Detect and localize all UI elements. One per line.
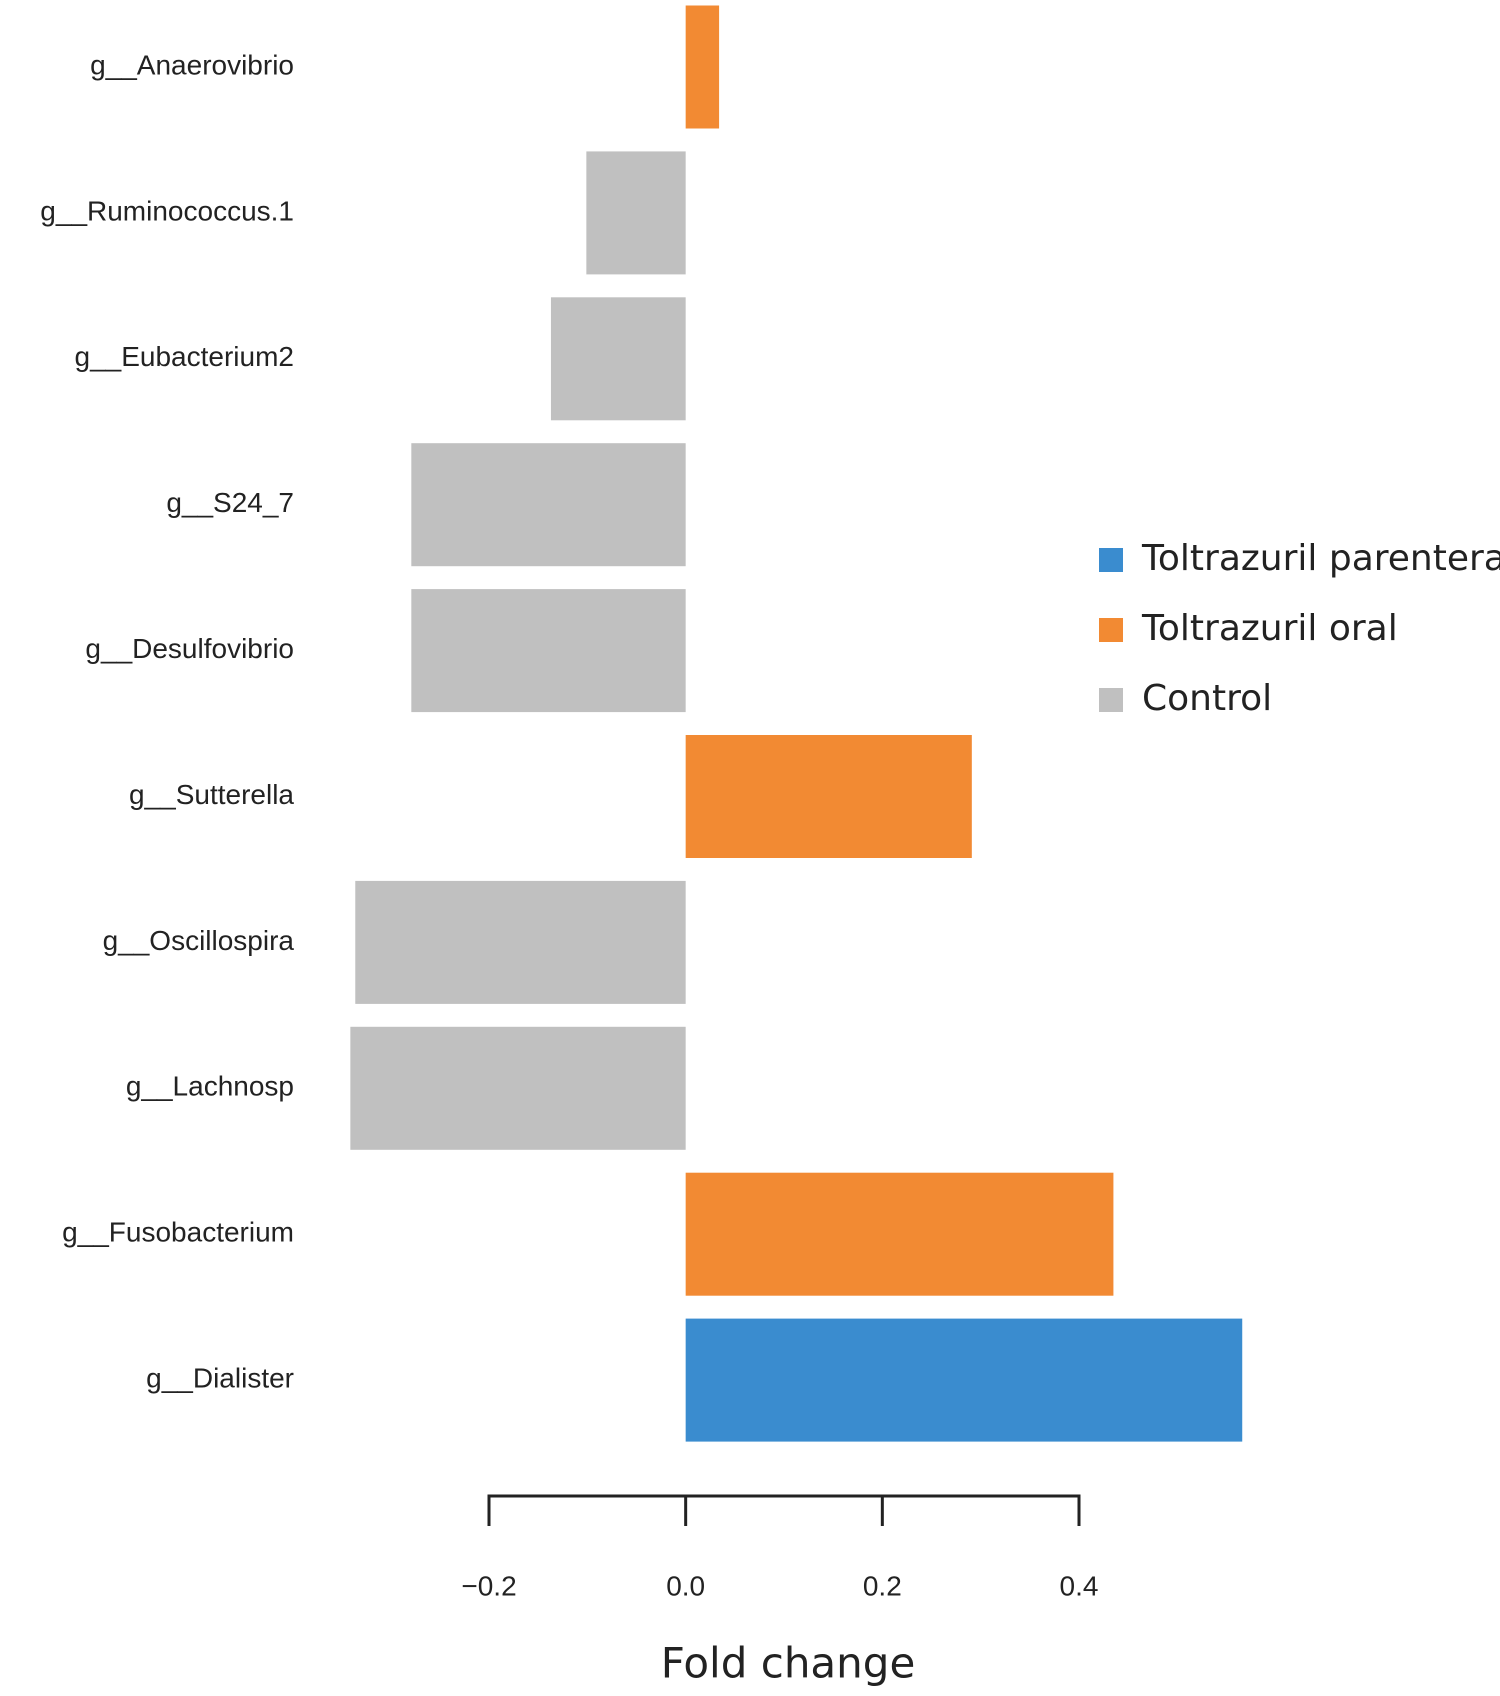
x-tick-label: −0.2 <box>461 1570 516 1601</box>
bar <box>355 880 686 1004</box>
bar <box>685 5 720 129</box>
y-tick-label: g__Ruminococcus.1 <box>40 195 294 226</box>
x-tick-label: 0.4 <box>1060 1570 1099 1601</box>
bar <box>550 297 686 421</box>
y-tick-label: g__Oscillospira <box>103 925 295 956</box>
bar <box>685 735 972 858</box>
legend-swatch <box>1099 548 1123 572</box>
y-tick-label: g__Eubacterium2 <box>75 341 294 372</box>
legend-swatch <box>1099 688 1123 712</box>
y-tick-label: g__S24_7 <box>166 487 294 518</box>
bar <box>685 1318 1243 1442</box>
y-tick-label: g__Fusobacterium <box>62 1217 294 1248</box>
bar <box>350 1026 686 1150</box>
bar <box>411 589 686 713</box>
legend-label: Toltrazuril parenteral <box>1141 538 1500 579</box>
x-axis-title: Fold change <box>661 1639 916 1688</box>
y-tick-label: g__Anaerovibrio <box>90 49 294 80</box>
y-tick-label: g__Lachnosp <box>126 1071 294 1102</box>
y-tick-label: g__Dialister <box>146 1362 294 1393</box>
bar <box>411 443 686 567</box>
y-tick-label: g__Sutterella <box>129 779 294 810</box>
legend-label: Control <box>1142 678 1272 719</box>
y-tick-label: g__Desulfovibrio <box>85 633 294 664</box>
legend-swatch <box>1099 618 1123 642</box>
bar <box>685 1172 1114 1296</box>
legend-label: Toltrazuril oral <box>1141 608 1398 649</box>
x-tick-label: 0.2 <box>863 1570 902 1601</box>
x-tick-label: 0.0 <box>666 1570 705 1601</box>
bar <box>586 151 686 275</box>
